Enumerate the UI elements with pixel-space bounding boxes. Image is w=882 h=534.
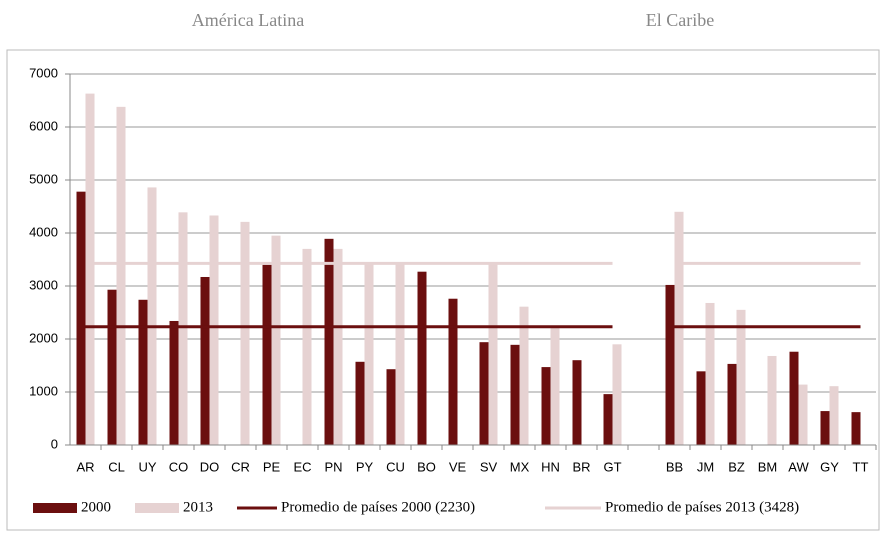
- bar: [302, 248, 312, 445]
- x-tick-label: PE: [263, 459, 281, 474]
- x-tick-label: BR: [572, 459, 590, 474]
- bar: [85, 93, 95, 446]
- region-label: El Caribe: [646, 10, 714, 30]
- x-tick-label: BO: [417, 459, 436, 474]
- x-tick-label: CO: [169, 459, 189, 474]
- x-tick-label: BB: [666, 459, 683, 474]
- bar: [147, 187, 157, 446]
- x-tick-label: GT: [603, 459, 621, 474]
- bar: [116, 106, 126, 446]
- bar: [572, 360, 582, 445]
- x-tick-label: AW: [788, 459, 809, 474]
- x-tick-label: HN: [541, 459, 560, 474]
- bar: [240, 221, 250, 445]
- bar: [519, 306, 529, 445]
- bar: [820, 411, 830, 445]
- bar: [603, 394, 613, 445]
- bar: [395, 263, 405, 445]
- y-tick-label: 1000: [29, 383, 58, 398]
- x-tick-label: AR: [76, 459, 94, 474]
- x-tick-label: DO: [200, 459, 220, 474]
- x-tick-label: TT: [853, 459, 869, 474]
- bar: [178, 212, 188, 445]
- bar: [665, 284, 675, 445]
- bar: [550, 325, 560, 445]
- x-tick-label: BZ: [728, 459, 745, 474]
- bar: [488, 263, 498, 445]
- bar: [767, 355, 777, 445]
- y-tick-label: 5000: [29, 171, 58, 186]
- bar: [705, 302, 715, 445]
- bar: [364, 263, 374, 445]
- bar: [829, 386, 839, 445]
- bar: [138, 299, 148, 445]
- bar: [333, 248, 343, 445]
- chart-frame: [6, 49, 880, 531]
- bar: [107, 289, 117, 445]
- x-tick-label: PN: [324, 459, 342, 474]
- y-tick-label: 6000: [29, 118, 58, 133]
- bar: [674, 211, 684, 445]
- legend-label: 2013: [183, 499, 213, 515]
- x-tick-label: EC: [293, 459, 311, 474]
- bar: [76, 191, 86, 445]
- bar: [448, 298, 458, 445]
- bar: [417, 271, 427, 445]
- y-tick-label: 7000: [29, 65, 58, 80]
- x-tick-label: VE: [449, 459, 467, 474]
- legend-label: Promedio de países 2013 (3428): [605, 499, 799, 515]
- x-tick-label: PY: [356, 459, 374, 474]
- legend-label: Promedio de países 2000 (2230): [281, 499, 475, 515]
- x-tick-label: CL: [108, 459, 125, 474]
- legend-label: 2000: [81, 499, 111, 515]
- bar: [727, 363, 737, 445]
- bar: [612, 344, 622, 445]
- bar: [541, 367, 551, 445]
- legend-swatch: [33, 503, 77, 513]
- bar: [271, 235, 281, 445]
- bar: [355, 361, 365, 445]
- bar: [510, 344, 520, 445]
- bar: [696, 371, 706, 445]
- x-tick-label: SV: [480, 459, 498, 474]
- bar: [169, 320, 179, 445]
- bar: [262, 264, 272, 445]
- x-tick-label: BM: [758, 459, 778, 474]
- region-label: América Latina: [192, 10, 304, 30]
- x-tick-label: JM: [697, 459, 714, 474]
- bar: [209, 215, 219, 445]
- y-tick-label: 3000: [29, 277, 58, 292]
- x-tick-label: CU: [386, 459, 405, 474]
- bar: [324, 238, 334, 445]
- bar: [736, 309, 746, 445]
- x-tick-label: CR: [231, 459, 250, 474]
- bar: [851, 412, 861, 445]
- x-tick-label: GY: [820, 459, 839, 474]
- bar: [386, 369, 396, 445]
- y-tick-label: 2000: [29, 330, 58, 345]
- legend-swatch: [135, 503, 179, 513]
- y-tick-label: 4000: [29, 224, 58, 239]
- x-tick-label: MX: [510, 459, 530, 474]
- bar: [798, 384, 808, 445]
- x-tick-label: UY: [138, 459, 156, 474]
- bar: [789, 351, 799, 445]
- bar: [200, 276, 210, 445]
- bar: [479, 342, 489, 445]
- y-tick-label: 0: [51, 436, 58, 451]
